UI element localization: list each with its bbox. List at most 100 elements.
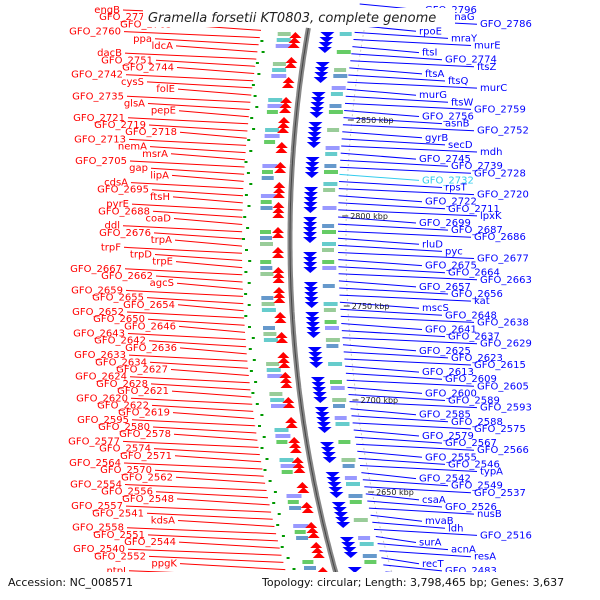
gene-label-GFO_2686: GFO_2686: [474, 232, 526, 243]
gene-label-GFO_2558: GFO_2558: [72, 523, 124, 534]
gc-mark: [261, 51, 265, 53]
backbone-core: [289, 27, 345, 600]
cog-block: [346, 482, 360, 486]
gene-label-rluD: rluD: [422, 239, 443, 250]
cog-block: [266, 362, 280, 366]
gene-label-GFO_2629: GFO_2629: [480, 339, 532, 350]
right-leader-line: [348, 394, 446, 401]
tick-label: 2850 kbp: [356, 116, 394, 125]
forward-feature: [308, 357, 323, 363]
gene-label-GFO_2562: GFO_2562: [121, 472, 173, 483]
right-leader-line: [338, 259, 423, 267]
gc-mark: [286, 557, 290, 559]
right-leader-line: [342, 337, 478, 345]
right-leader-line: [362, 479, 449, 487]
gene-label-GFO_2551: GFO_2551: [93, 530, 145, 541]
left-leader-line: [122, 225, 243, 233]
right-leader-line: [338, 280, 417, 288]
gc-mark: [244, 271, 248, 273]
gene-label-rpoE: rpoE: [419, 26, 442, 37]
right-leader-line: [340, 308, 443, 316]
right-leader-line: [338, 216, 417, 224]
cog-block: [325, 146, 340, 150]
forward-feature: [311, 97, 326, 103]
right-leader-line: [338, 195, 423, 203]
reverse-feature: [279, 107, 291, 113]
right-leader-line: [358, 457, 446, 465]
forward-feature: [314, 407, 329, 413]
cog-block: [348, 494, 363, 498]
right-leader-line: [351, 53, 443, 61]
gene-label-nusB: nusB: [477, 509, 502, 520]
gc-mark: [260, 40, 264, 42]
reverse-feature: [273, 297, 286, 303]
cog-block: [280, 464, 296, 468]
forward-feature: [304, 297, 319, 303]
gene-label-GFO_2579: GFO_2579: [422, 431, 474, 442]
forward-feature: [303, 282, 318, 288]
cog-block: [272, 68, 287, 72]
reverse-feature: [289, 442, 301, 448]
forward-feature: [317, 427, 332, 433]
right-leader-line: [349, 67, 423, 75]
gene-label-GFO_2541: GFO_2541: [92, 508, 144, 519]
reverse-feature: [291, 457, 304, 463]
cog-block: [260, 194, 276, 198]
reverse-feature: [297, 487, 310, 493]
gene-label-ldcA: ldcA: [152, 41, 174, 52]
right-leader-line: [354, 31, 449, 39]
tick-label: 2700 kbp: [360, 396, 398, 405]
right-leader-line: [350, 408, 417, 416]
left-labels: engBGFO_2777GFO_2763GFO_2760ppaldcAdacBG…: [68, 5, 177, 584]
gc-mark: [254, 381, 258, 383]
forward-feature: [311, 92, 326, 98]
left-leader-line: [177, 520, 275, 527]
cog-block: [336, 50, 351, 54]
forward-feature: [336, 522, 351, 528]
reverse-feature: [274, 162, 287, 168]
left-leader-line: [124, 52, 257, 60]
gene-label-GFO_2688: GFO_2688: [98, 206, 150, 217]
gc-mark: [243, 216, 247, 218]
cog-block: [325, 152, 338, 156]
cog-block: [322, 284, 335, 288]
gene-label-ldh: ldh: [448, 523, 463, 534]
forward-feature: [303, 227, 317, 233]
right-leader-line: [373, 528, 478, 536]
forward-feature: [305, 322, 320, 328]
gene-label-engB: engB: [94, 5, 120, 16]
right-leader-line: [337, 223, 449, 231]
reverse-feature: [312, 552, 325, 558]
right-leader-line: [345, 95, 449, 103]
gene-label-resA: resA: [474, 552, 496, 563]
cog-block: [342, 464, 355, 468]
cog-block: [324, 164, 337, 168]
gene-label-GFO_2537: GFO_2537: [474, 488, 526, 499]
left-leader-line: [179, 563, 286, 571]
left-leader-line: [125, 74, 254, 82]
forward-feature: [312, 392, 327, 398]
reverse-feature: [275, 332, 288, 338]
right-leader-line: [350, 60, 475, 68]
forward-feature: [307, 347, 322, 353]
gene-label-GFO_2622: GFO_2622: [97, 400, 149, 411]
cog-block: [349, 500, 362, 504]
gene-label-kdsA: kdsA: [151, 516, 175, 527]
reverse-feature: [289, 447, 302, 453]
forward-feature: [304, 302, 319, 308]
left-leader-line: [173, 433, 258, 441]
gene-label-murE: murE: [474, 41, 501, 52]
forward-feature: [320, 32, 335, 38]
forward-feature: [313, 77, 328, 83]
cog-block: [271, 404, 286, 408]
gene-label-recT: recT: [422, 559, 445, 570]
reverse-feature: [300, 502, 313, 508]
reverse-feature: [305, 522, 318, 528]
right-leader-line: [341, 323, 423, 330]
feature-tracks: [242, 29, 401, 600]
right-leader-line: [372, 521, 446, 529]
cog-block: [322, 230, 336, 234]
leader-lines: [122, 3, 478, 585]
cog-block: [268, 98, 283, 102]
cog-block: [275, 44, 291, 48]
